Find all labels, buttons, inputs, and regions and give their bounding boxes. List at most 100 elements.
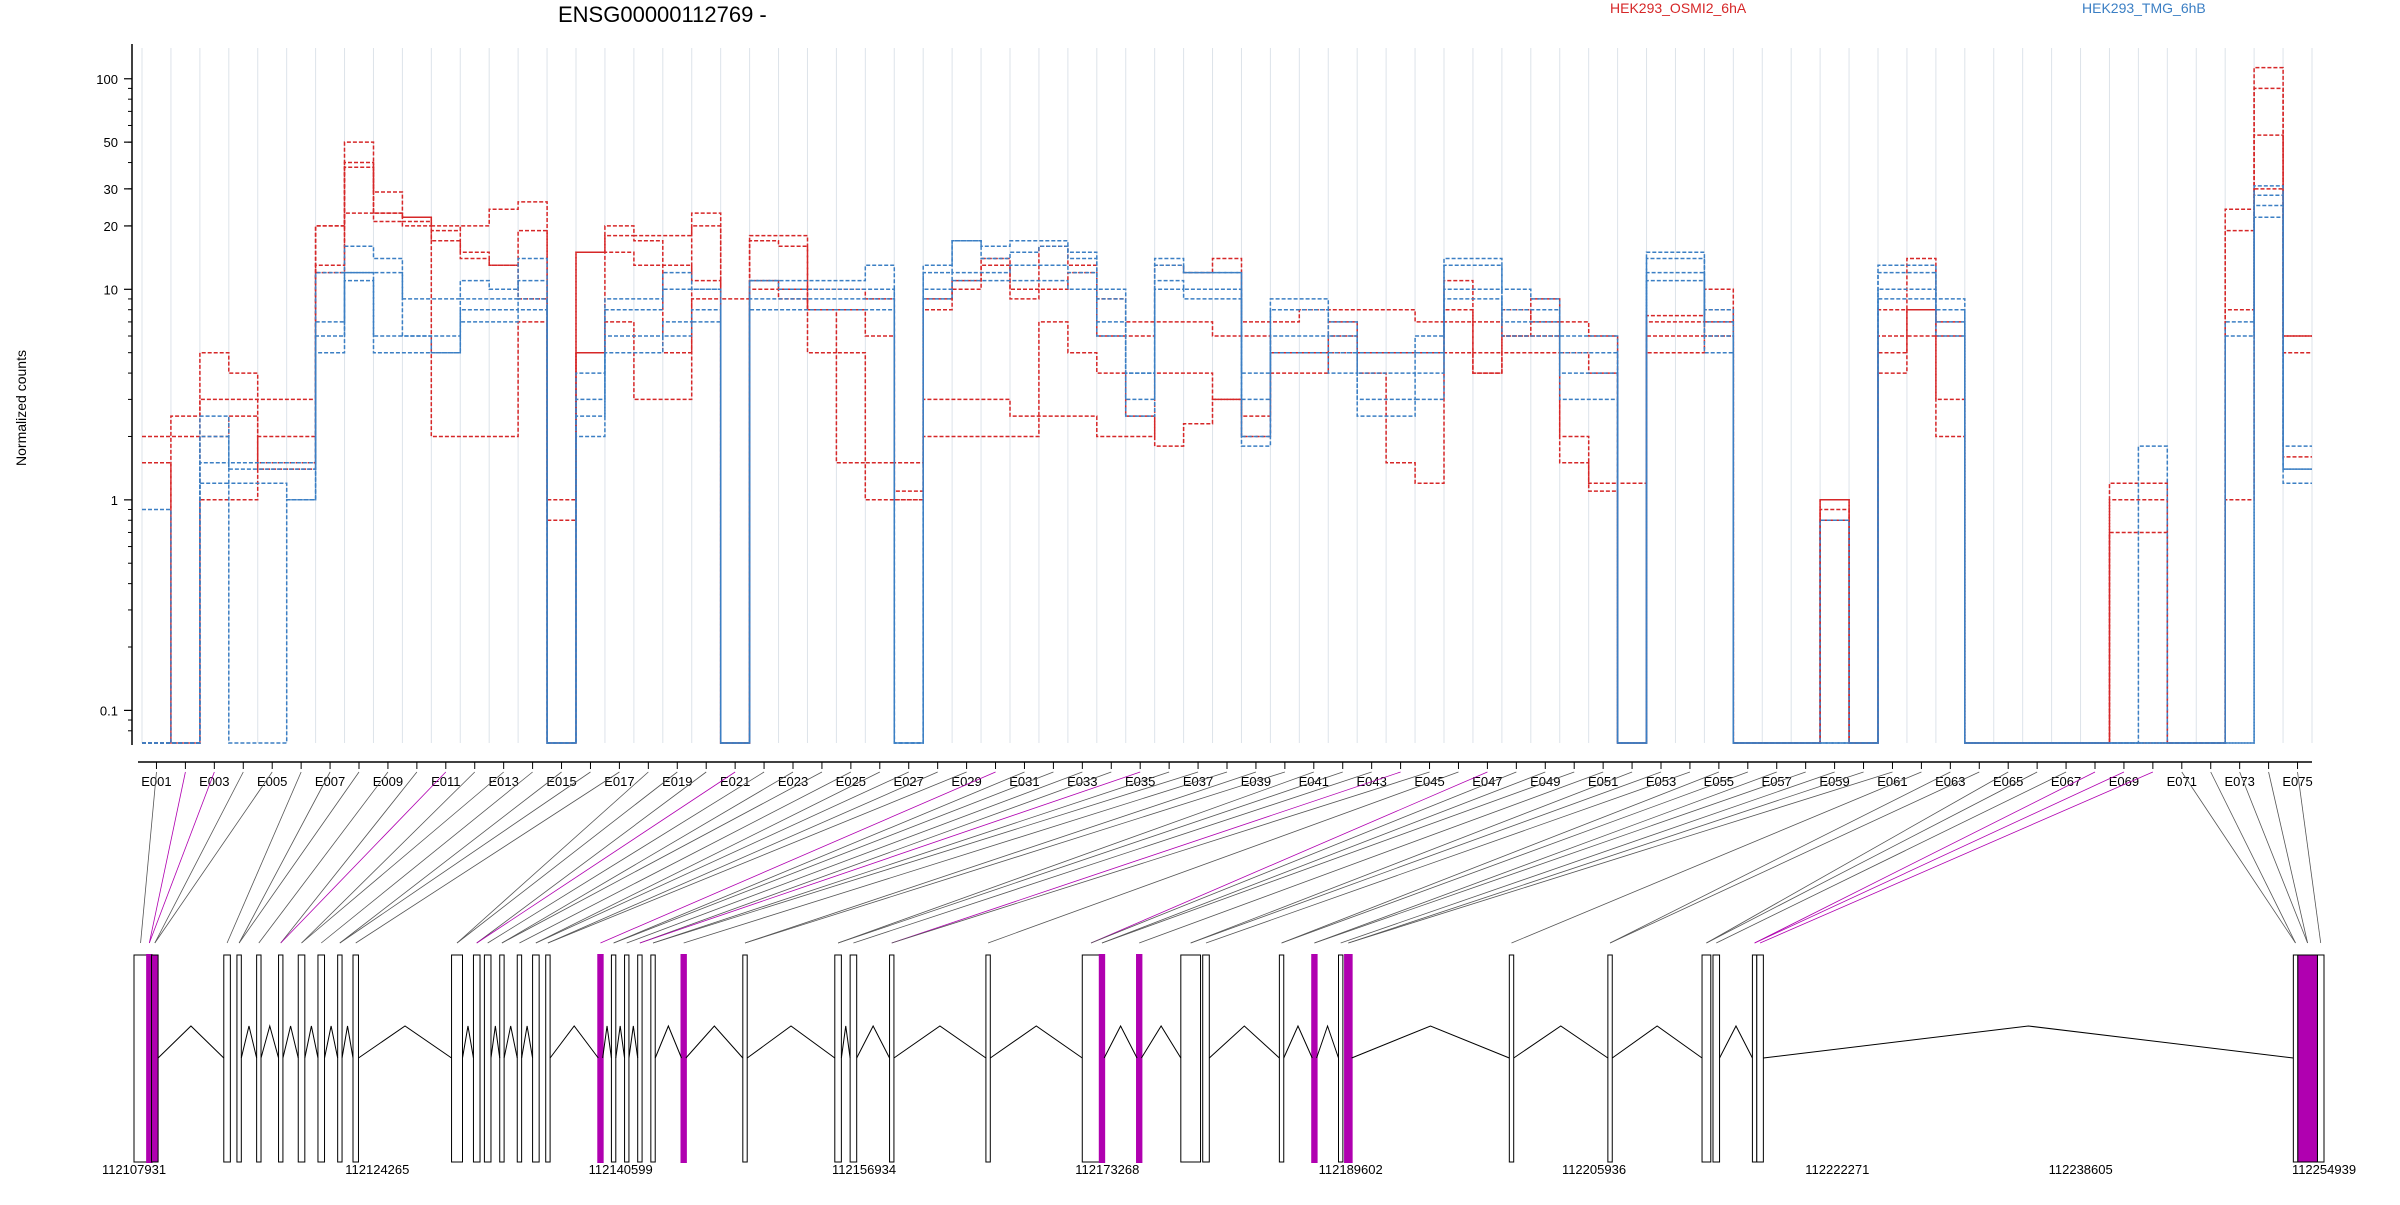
- connector-line: [1101, 771, 1546, 944]
- exon-label: E073: [2224, 774, 2254, 789]
- exon-block: [532, 954, 540, 1163]
- exon-label: E009: [373, 774, 403, 789]
- exon-block: [223, 954, 231, 1163]
- series-line-tmg-7: [142, 216, 2312, 744]
- exon-label: E011: [431, 774, 460, 789]
- connector-line: [1706, 771, 2038, 944]
- exon-block: [680, 954, 687, 1163]
- intron-line: [324, 1025, 339, 1059]
- exon-connectors: [140, 771, 2322, 944]
- exon-block: [985, 954, 991, 1163]
- connector-line: [148, 771, 215, 944]
- exon-label: E069: [2109, 774, 2139, 789]
- exon-block: [1278, 954, 1285, 1163]
- connector-line: [547, 771, 967, 944]
- intron-line: [549, 1025, 599, 1059]
- connector-line: [1759, 771, 2154, 944]
- connector-line: [639, 771, 1112, 944]
- connector-line: [1609, 771, 1980, 944]
- connector-line: [837, 771, 1343, 944]
- y-tick-label: 20: [104, 219, 118, 234]
- exon-block: [2292, 954, 2299, 1163]
- connector-line: [652, 771, 1199, 944]
- intron-line: [490, 1025, 501, 1059]
- exon-block: [2297, 954, 2318, 1163]
- intron-line: [1316, 1024, 1339, 1059]
- genomic-tick-label: 112140599: [589, 1162, 653, 1177]
- legend-tmg: HEK293_TMG_6hB: [2082, 0, 2206, 16]
- intron-line: [1513, 1025, 1609, 1059]
- intron-line: [1351, 1025, 1510, 1059]
- exon-block: [483, 954, 492, 1163]
- exon-label: E001: [141, 774, 171, 789]
- exon-label: E061: [1877, 774, 1907, 789]
- series-line-osmi-2: [142, 134, 2312, 744]
- intron-line: [746, 1025, 836, 1059]
- connector-line: [154, 771, 244, 944]
- connector-line: [320, 771, 533, 944]
- exon-block: [597, 954, 604, 1163]
- exon-block: [1098, 954, 1106, 1163]
- exon-label: E019: [662, 774, 692, 789]
- connector-line: [1314, 771, 1806, 944]
- connector-line: [1281, 771, 1720, 944]
- genomic-tick-label: 112222271: [1805, 1162, 1869, 1177]
- exon-block: [624, 954, 630, 1163]
- genomic-tick-label: 112254939: [2292, 1162, 2356, 1177]
- y-tick-label: 10: [104, 282, 118, 297]
- connector-line: [853, 771, 1372, 944]
- series-line-osmi-0: [142, 87, 2312, 744]
- connector-line: [355, 771, 620, 944]
- connector-line: [1706, 771, 2009, 944]
- exon-block: [637, 954, 643, 1163]
- intron-line: [1208, 1025, 1280, 1059]
- exon-label: E013: [488, 774, 518, 789]
- connector-line: [1754, 771, 2096, 944]
- connector-line: [301, 771, 504, 944]
- exon-label: E063: [1935, 774, 1965, 789]
- exon-label: E003: [199, 774, 229, 789]
- exon-block: [1508, 954, 1515, 1163]
- connector-line: [456, 771, 678, 944]
- exon-block: [146, 954, 153, 1163]
- exon-label: E015: [546, 774, 576, 789]
- connector-line: [226, 771, 302, 944]
- connector-line: [456, 771, 649, 944]
- connector-line: [2268, 771, 2308, 944]
- connector-line: [1281, 771, 1748, 944]
- exon-block: [352, 954, 359, 1163]
- genomic-ticks: 112107931 112124265 112140599 112156934 1121…: [102, 1162, 2356, 1177]
- exon-block: [1712, 954, 1721, 1163]
- gridlines: [141, 48, 2313, 743]
- connector-line: [1314, 771, 1777, 944]
- connector-line: [476, 771, 736, 944]
- genomic-tick-label: 112173268: [1075, 1162, 1139, 1177]
- connector-line: [1090, 771, 1517, 944]
- exon-block: [472, 954, 481, 1163]
- genomic-tick-label: 112205936: [1562, 1162, 1626, 1177]
- exon-block: [499, 954, 505, 1163]
- connector-line: [2297, 771, 2322, 944]
- intron-line: [1140, 1025, 1182, 1059]
- genomic-tick-label: 112156934: [832, 1162, 896, 1177]
- intron-line: [304, 1025, 319, 1059]
- connector-line: [837, 771, 1314, 944]
- chart-title: ENSG00000112769 -: [558, 2, 767, 27]
- exon-label: E047: [1472, 774, 1502, 789]
- y-tick-label: 50: [104, 135, 118, 150]
- series-line-osmi-3: [142, 166, 2312, 744]
- connector-line: [1754, 771, 2125, 944]
- exon-label: E021: [720, 774, 750, 789]
- exon-block: [297, 954, 306, 1163]
- gene-model: [133, 954, 2325, 1163]
- exon-label: E071: [2167, 774, 2197, 789]
- connector-line: [683, 771, 1228, 944]
- exon-block: [151, 954, 159, 1163]
- intron-line: [628, 1025, 639, 1059]
- intron-line: [157, 1025, 225, 1059]
- connector-line: [519, 771, 852, 944]
- series-line-tmg-5: [142, 194, 2312, 744]
- connector-line: [535, 771, 909, 944]
- intron-line: [240, 1025, 258, 1059]
